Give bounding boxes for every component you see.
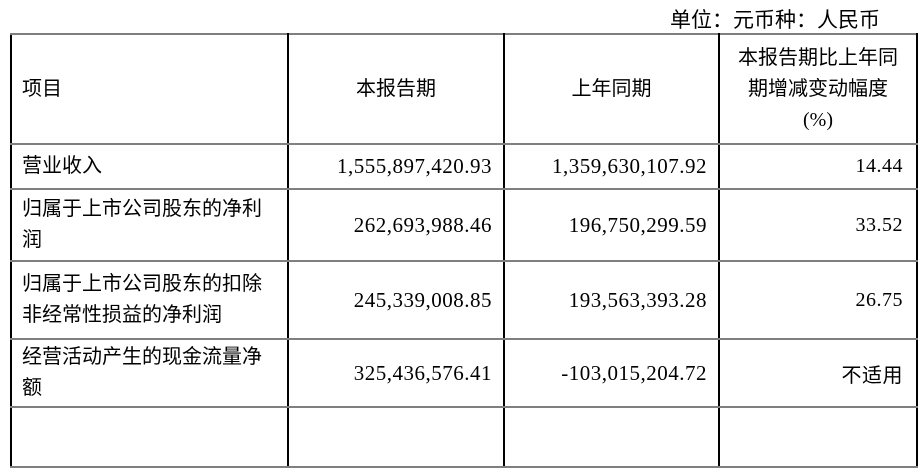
change-pct-cell: 33.52: [718, 188, 918, 262]
prior-period-cell: -103,015,204.72: [503, 338, 720, 408]
table-row-net-profit-excl-nonrecurring: 归属于上市公司股东的扣除非经常性损益的净利润 245,339,008.85 19…: [10, 260, 918, 340]
current-period-cell: 325,436,576.41: [287, 338, 505, 408]
column-header-change-line-3: (%): [803, 108, 833, 131]
change-pct-cell: 14.44: [718, 143, 918, 190]
prior-period-cell: 196,750,299.59: [503, 188, 720, 262]
prior-period-cell: [503, 406, 720, 468]
change-pct-cell: 26.75: [718, 260, 918, 340]
table-row-net-profit: 归属于上市公司股东的净利润 262,693,988.46 196,750,299…: [10, 188, 918, 262]
column-header-change-line-2: 期增减变动幅度: [748, 77, 888, 100]
change-pct-cell: [718, 406, 918, 468]
prior-period-cell: 193,563,393.28: [503, 260, 720, 340]
item-cell: [10, 406, 289, 468]
change-pct-cell: 不适用: [718, 338, 918, 408]
item-cell: 营业收入: [10, 143, 289, 190]
table-header-row: 项目 本报告期 上年同期 本报告期比上年同 期增减变动幅度 (%): [10, 33, 918, 145]
current-period-cell: 1,555,897,420.93: [287, 143, 505, 190]
current-period-cell: 262,693,988.46: [287, 188, 505, 262]
current-period-cell: 245,339,008.85: [287, 260, 505, 340]
prior-period-cell: 1,359,630,107.92: [503, 143, 720, 190]
column-header-prior-period: 上年同期: [503, 33, 720, 145]
table-row-operating-revenue: 营业收入 1,555,897,420.93 1,359,630,107.92 1…: [10, 143, 918, 190]
financial-summary-table: 项目 本报告期 上年同期 本报告期比上年同 期增减变动幅度 (%) 营业收入 1…: [10, 33, 918, 468]
unit-currency-label: 单位：元币种：人民币: [670, 8, 880, 32]
column-header-change-line-1: 本报告期比上年同: [738, 46, 898, 69]
column-header-item: 项目: [10, 33, 289, 145]
current-period-cell: [287, 406, 505, 468]
item-cell: 经营活动产生的现金流量净额: [10, 338, 289, 408]
table-row-partial: [10, 406, 918, 468]
column-header-current-period: 本报告期: [287, 33, 505, 145]
column-header-change-pct: 本报告期比上年同 期增减变动幅度 (%): [718, 33, 918, 145]
item-cell: 归属于上市公司股东的扣除非经常性损益的净利润: [10, 260, 289, 340]
item-cell: 归属于上市公司股东的净利润: [10, 188, 289, 262]
table-row-operating-cash-flow: 经营活动产生的现金流量净额 325,436,576.41 -103,015,20…: [10, 338, 918, 408]
